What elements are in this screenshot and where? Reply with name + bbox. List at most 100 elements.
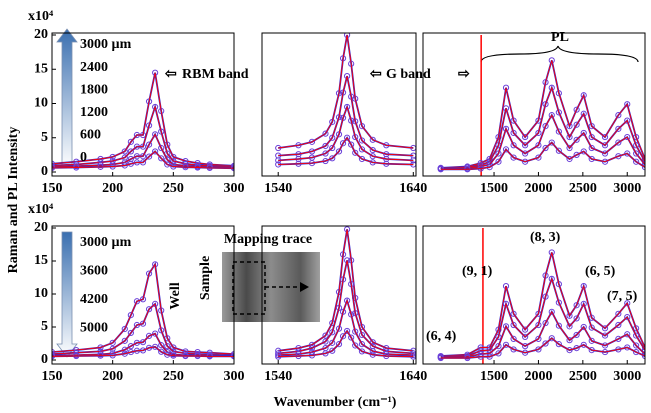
data-point <box>555 281 562 288</box>
data-point <box>510 310 517 317</box>
data-point <box>510 142 517 149</box>
x-tick-label: 3000 <box>613 181 641 196</box>
data-point <box>344 327 351 335</box>
fit-line <box>440 252 645 357</box>
inset-label: Well <box>168 282 183 309</box>
x-tick-label: 2500 <box>569 181 597 196</box>
data-point <box>542 144 549 152</box>
fit-line <box>278 229 414 352</box>
data-point <box>348 311 355 318</box>
data-point <box>542 79 549 86</box>
data-point <box>158 342 165 349</box>
annotation: (6, 5) <box>585 264 616 279</box>
data-point <box>158 128 165 135</box>
plot-area <box>52 69 234 172</box>
data-point <box>615 139 622 146</box>
x-axis-label: Wavenumber (cm⁻¹) <box>274 395 397 410</box>
data-point <box>573 136 580 143</box>
data-point <box>542 101 549 108</box>
data-point <box>495 343 502 350</box>
data-point <box>624 344 631 351</box>
data-point <box>522 343 529 350</box>
distance-arrow <box>56 231 78 358</box>
y-tick-label: 15 <box>34 61 48 76</box>
data-point <box>633 150 640 157</box>
data-point <box>352 342 359 349</box>
data-point <box>495 150 502 157</box>
data-point <box>152 148 159 155</box>
data-point <box>127 138 134 145</box>
data-point <box>344 73 351 80</box>
brace-label: PL <box>551 30 569 45</box>
data-point <box>580 110 587 117</box>
data-point <box>145 153 153 160</box>
data-point <box>502 300 510 307</box>
data-point <box>566 347 573 354</box>
data-point <box>580 148 587 155</box>
data-point <box>573 121 580 128</box>
fit-line <box>440 86 645 170</box>
data-point <box>358 146 366 153</box>
data-point <box>495 158 502 165</box>
fit-line <box>278 136 414 165</box>
arrow-symbol: ⇦ <box>164 67 177 82</box>
data-point <box>329 118 336 126</box>
data-point <box>535 129 542 137</box>
data-point <box>329 144 336 152</box>
x-tick-label: 150 <box>42 181 63 196</box>
fit-line <box>278 299 414 356</box>
data-point <box>548 112 555 119</box>
data-point <box>344 134 351 141</box>
data-point <box>127 312 134 319</box>
data-point <box>580 341 587 348</box>
data-point <box>624 300 631 307</box>
data-point <box>615 346 622 353</box>
legend-label: 3000 µm <box>80 235 132 250</box>
data-point <box>139 320 147 327</box>
data-point <box>555 90 562 97</box>
data-point <box>322 332 329 339</box>
data-point <box>548 308 555 315</box>
data-point <box>573 106 580 113</box>
data-point <box>339 333 347 340</box>
data-point <box>121 148 128 155</box>
data-point <box>573 331 580 339</box>
data-point <box>522 326 529 333</box>
data-point <box>502 125 510 132</box>
fit-line <box>278 75 414 157</box>
data-point <box>641 352 645 360</box>
data-point <box>329 329 336 336</box>
data-point <box>152 131 159 138</box>
annotation: (8, 3) <box>530 230 561 245</box>
data-point <box>601 133 609 141</box>
data-point <box>344 103 351 111</box>
y-exponent: x10⁴ <box>28 202 54 217</box>
legend-label: 2400 <box>80 60 108 75</box>
data-point <box>633 158 640 165</box>
data-point <box>308 345 316 352</box>
data-point <box>601 332 609 339</box>
legend-label: 5000 <box>80 321 108 336</box>
data-point <box>548 57 555 64</box>
data-point <box>624 133 631 141</box>
data-point <box>548 249 555 256</box>
data-point <box>133 321 141 329</box>
fit-line <box>278 330 414 358</box>
data-point <box>335 341 343 348</box>
data-point <box>502 282 510 290</box>
data-point <box>566 323 573 330</box>
data-point <box>580 92 587 99</box>
data-point <box>152 300 159 307</box>
distance-arrow <box>56 28 78 169</box>
data-point <box>573 345 580 352</box>
data-point <box>624 101 631 108</box>
legend-label: 3600 <box>80 264 108 279</box>
data-point <box>145 270 153 277</box>
data-point <box>535 321 542 329</box>
plot-frame <box>51 32 235 177</box>
data-point <box>641 164 645 171</box>
x-tick-label: 250 <box>163 181 184 196</box>
data-point <box>158 348 165 355</box>
data-point <box>601 325 609 332</box>
data-point <box>348 334 355 341</box>
